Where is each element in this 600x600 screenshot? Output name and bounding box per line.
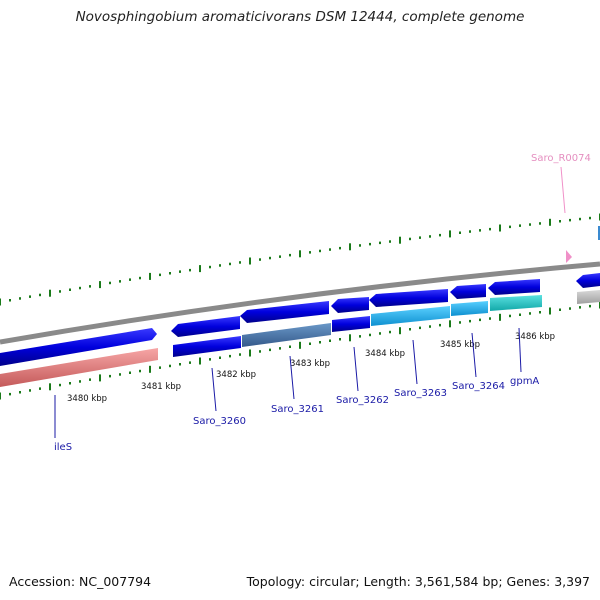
gene-label-saro-3263[interactable]: Saro_3263 <box>394 388 447 399</box>
cds-arrow-ilesa[interactable] <box>0 328 157 366</box>
cds-arrow-offscreen[interactable] <box>576 273 600 288</box>
gene-label-saro-3260[interactable]: Saro_3260 <box>193 416 246 427</box>
gene-label-saro-3262[interactable]: Saro_3262 <box>336 395 389 406</box>
feature-offscreen-gray[interactable] <box>577 290 600 304</box>
gene-label-saro-3264[interactable]: Saro_3264 <box>452 381 505 392</box>
cds-arrow-saro-3263[interactable] <box>369 289 448 307</box>
feature-track <box>0 290 600 387</box>
cds-arrow-saro-3261[interactable] <box>240 301 329 323</box>
inner-tick-marks <box>0 301 600 400</box>
feature-ileS[interactable] <box>0 348 158 387</box>
kbp-label-group: 3480 kbp 3481 kbp 3482 kbp 3483 kbp 3484… <box>67 332 555 404</box>
rna-marker-saro-r0074[interactable] <box>566 250 572 263</box>
kbp-label: 3485 kbp <box>440 340 480 350</box>
rna-label-saro-r0074[interactable]: Saro_R0074 <box>531 153 591 164</box>
feature-saro-3260[interactable] <box>173 336 241 357</box>
feature-saro-3262[interactable] <box>332 316 370 332</box>
gene-label-ileS[interactable]: ileS <box>54 442 72 453</box>
cds-track <box>0 273 600 366</box>
feature-saro-3264[interactable] <box>451 301 488 316</box>
cds-arrow-saro-3262[interactable] <box>331 297 369 313</box>
feature-gpmA[interactable] <box>490 295 542 311</box>
cds-arrow-gpma[interactable] <box>488 279 540 295</box>
kbp-label: 3484 kbp <box>365 349 405 359</box>
cds-arrow-saro-3260[interactable] <box>171 316 240 337</box>
feature-saro-3263[interactable] <box>371 306 450 326</box>
rna-leader-line <box>560 166 566 214</box>
kbp-label: 3482 kbp <box>216 370 256 380</box>
kbp-label: 3486 kbp <box>515 332 555 342</box>
outer-tick-marks <box>0 213 600 306</box>
accession-text: Accession: NC_007794 <box>9 574 152 589</box>
genome-summary-text: Topology: circular; Length: 3,561,584 bp… <box>246 574 590 589</box>
kbp-label: 3480 kbp <box>67 394 107 404</box>
map-title: Novosphingobium aromaticivorans DSM 1244… <box>75 9 525 25</box>
cds-arrow-saro-3264[interactable] <box>450 284 486 299</box>
kbp-label: 3481 kbp <box>141 382 181 392</box>
gene-labels: ileS Saro_3260 Saro_3261 Saro_3262 Saro_… <box>54 153 591 453</box>
gene-label-saro-3261[interactable]: Saro_3261 <box>271 404 324 415</box>
gene-leader-lines <box>54 327 522 438</box>
gene-label-gpmA[interactable]: gpmA <box>510 376 539 387</box>
feature-saro-3261[interactable] <box>242 323 331 347</box>
genome-backbone <box>0 261 600 345</box>
kbp-label: 3483 kbp <box>290 359 330 369</box>
